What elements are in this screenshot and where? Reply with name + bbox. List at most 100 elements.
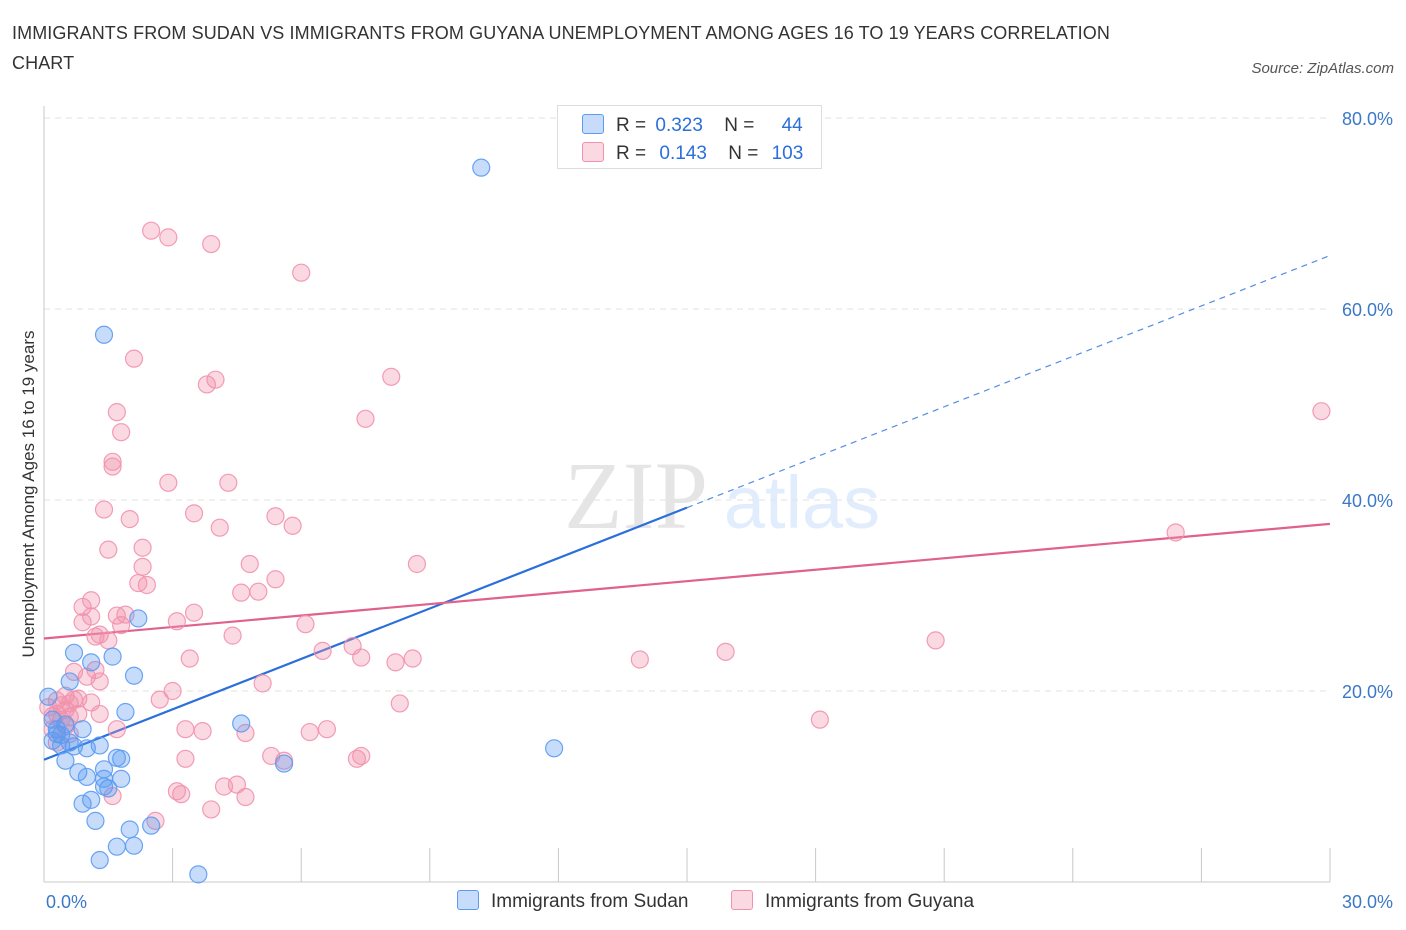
point-sudan: [94, 325, 114, 344]
point-guyana: [249, 582, 268, 601]
point-guyana: [266, 570, 285, 589]
point-sudan: [90, 736, 109, 755]
point-guyana: [236, 787, 255, 807]
point-guyana: [99, 540, 118, 559]
point-guyana: [240, 554, 259, 574]
point-sudan: [86, 811, 105, 830]
point-guyana: [219, 473, 238, 492]
point-sudan: [124, 666, 144, 685]
legend-n-value-guyana: 103: [771, 143, 804, 164]
point-guyana: [112, 616, 131, 635]
legend-r-value-sudan: 0.323: [655, 115, 703, 136]
point-guyana: [103, 452, 122, 471]
point-sudan: [94, 760, 114, 779]
point-sudan: [56, 715, 75, 734]
point-guyana: [94, 500, 114, 519]
point-guyana: [630, 650, 649, 669]
point-guyana: [227, 775, 246, 794]
bottom-legend-sudan: Immigrants from Sudan: [457, 890, 688, 913]
watermark-zip: ZIP: [564, 442, 708, 549]
point-guyana: [403, 649, 422, 668]
point-guyana: [107, 403, 126, 422]
tick-labels: 20.0% 40.0% 60.0% 80.0% 0.0% 30.0%: [46, 109, 1393, 912]
stats-legend: R = 0.323 N = 44 R = 0.143 N = 103: [557, 105, 822, 169]
point-sudan: [112, 769, 131, 788]
trend-line-guyana: [43, 522, 1331, 640]
point-sudan: [545, 739, 564, 758]
point-guyana: [236, 723, 255, 743]
legend-n-label: N =: [728, 143, 759, 164]
trend-line-sudan: [43, 506, 688, 761]
point-guyana: [176, 749, 195, 768]
point-guyana: [120, 509, 139, 529]
bottom-legend-label-guyana: Immigrants from Guyana: [765, 891, 975, 912]
point-sudan: [129, 609, 148, 628]
point-sudan: [39, 687, 58, 706]
point-sudan: [112, 749, 131, 768]
point-guyana: [223, 626, 242, 645]
point-guyana: [180, 649, 199, 668]
point-guyana: [210, 518, 229, 537]
point-guyana: [172, 785, 191, 804]
x-tick-label: 0.0%: [46, 892, 87, 912]
point-guyana: [107, 720, 126, 739]
point-guyana: [159, 473, 178, 492]
y-tick-label: 80.0%: [1342, 109, 1393, 129]
y-tick-label: 60.0%: [1342, 300, 1393, 320]
point-guyana: [266, 507, 285, 526]
legend-r-label: R =: [616, 115, 647, 136]
legend-row-sudan: R = 0.323 N = 44: [582, 114, 803, 136]
point-guyana: [1312, 402, 1331, 421]
point-guyana: [163, 681, 182, 701]
point-guyana: [202, 234, 221, 254]
point-guyana: [352, 746, 371, 766]
point-guyana: [296, 615, 315, 634]
axes: [43, 106, 1331, 883]
point-guyana: [167, 612, 186, 631]
point-guyana: [124, 349, 144, 368]
point-guyana: [90, 704, 109, 724]
x-tick-label: 30.0%: [1342, 892, 1393, 912]
point-sudan: [142, 816, 161, 835]
point-sudan: [73, 720, 92, 739]
point-guyana: [382, 367, 401, 386]
point-sudan: [274, 754, 294, 773]
point-guyana: [407, 554, 427, 574]
point-guyana: [150, 690, 169, 709]
point-sudan: [60, 672, 79, 691]
point-sudan: [124, 836, 144, 855]
point-sudan: [116, 702, 135, 722]
bottom-legend-guyana: Immigrants from Guyana: [731, 890, 974, 913]
point-sudan: [64, 643, 84, 662]
trend-line-sudan-extrapolated: [686, 254, 1331, 509]
point-guyana: [142, 221, 161, 240]
point-guyana: [193, 722, 212, 741]
point-guyana: [197, 375, 216, 394]
point-sudan: [69, 763, 88, 782]
y-tick-label: 20.0%: [1342, 682, 1393, 702]
point-guyana: [283, 516, 302, 535]
point-sudan: [82, 790, 101, 809]
y-axis-label: Unemployment Among Ages 16 to 19 years: [19, 331, 38, 658]
point-guyana: [1166, 523, 1185, 542]
legend-swatch-sudan: [582, 114, 604, 134]
point-guyana: [184, 603, 204, 622]
point-guyana: [232, 583, 251, 602]
point-guyana: [90, 672, 109, 691]
point-guyana: [253, 674, 272, 693]
legend-n-label: N =: [724, 115, 755, 136]
point-guyana: [317, 720, 337, 739]
legend-swatch-guyana: [582, 142, 604, 162]
point-guyana: [133, 557, 152, 576]
legend-row-guyana: R = 0.143 N = 103: [582, 142, 803, 164]
point-sudan: [90, 850, 109, 870]
bottom-legend-swatch-sudan: [457, 890, 479, 910]
point-guyana: [176, 720, 195, 739]
point-sudan: [472, 158, 491, 177]
legend-r-value-guyana: 0.143: [659, 143, 707, 164]
watermark-atlas: atlas: [724, 461, 880, 544]
point-sudan: [107, 837, 126, 856]
point-sudan: [47, 720, 66, 739]
point-guyana: [112, 423, 131, 442]
point-sudan: [103, 647, 122, 666]
